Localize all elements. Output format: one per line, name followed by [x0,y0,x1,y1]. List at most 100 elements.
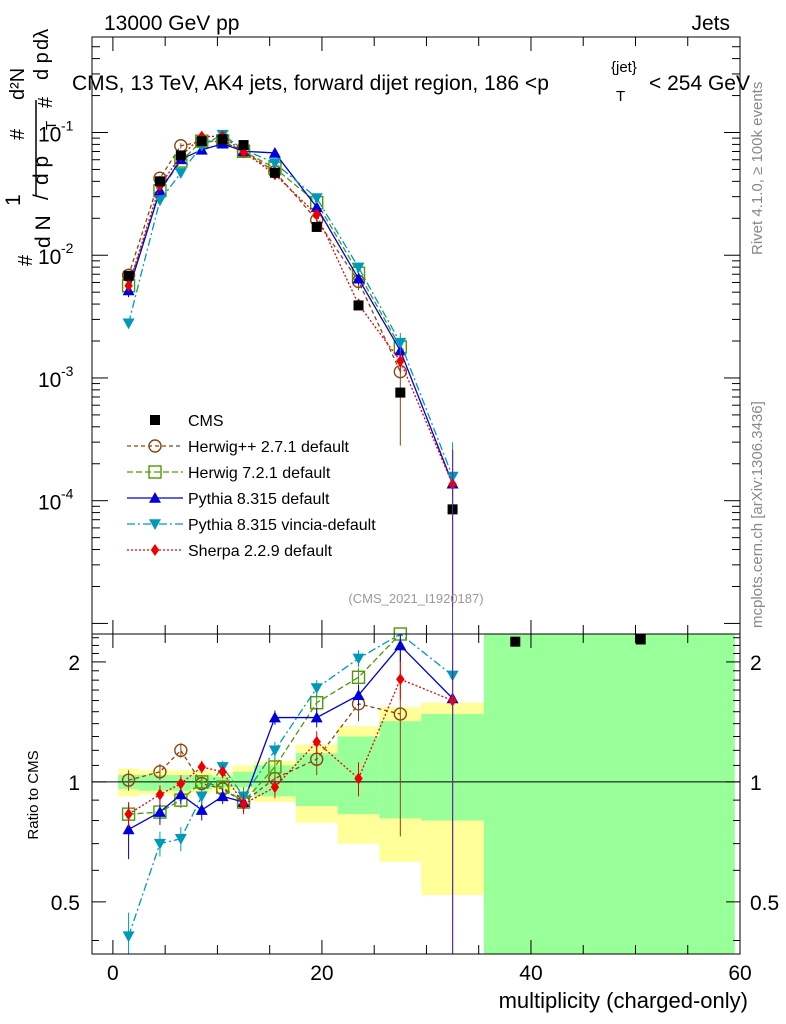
y-tick-label: 10 [38,124,61,147]
y-tick-exponent: -4 [61,486,74,502]
marker-triangle-up [352,689,365,701]
legend-label: CMS [188,413,224,430]
marker-triangle-down [268,745,281,757]
cms-uncertainty-bands [118,634,735,954]
marker-diamond [396,673,405,686]
subtitle-main: CMS, 13 TeV, AK4 jets, forward dijet reg… [72,72,549,95]
ratio-line [128,703,401,803]
marker-diamond [354,772,363,785]
subtitle-end: < 254 GeV [649,72,750,95]
x-tick-label: 40 [519,962,542,985]
marker-triangle-up [174,788,187,800]
marker-square-filled [150,415,160,425]
marker-triangle-up [195,804,208,815]
ratio-series-3 [122,633,459,954]
legend-label: Pythia 8.315 vincia-default [188,517,376,534]
cms-stat-band [233,771,254,788]
marker-triangle-down [153,838,166,850]
ratio-line [128,678,453,815]
marker-square-filled [196,136,207,147]
y-tick-exponent: -3 [61,363,74,379]
y-tick-label: 10 [38,246,61,269]
ylabel-slash: / [30,194,53,200]
series-line [127,140,401,372]
marker-diamond [124,808,133,821]
ratio-tick-label: 2 [68,652,80,675]
marker-triangle-up [268,146,281,158]
marker-square [351,670,366,684]
marker-triangle-down [352,653,365,665]
y-tick-label: 10 [38,492,61,515]
marker-triangle-down [310,683,323,695]
ylabel-d2N: d²N [7,68,29,100]
ratio-tick-label-right: 1 [750,772,762,795]
ylabel-dp: d p [31,52,53,80]
marker-triangle-down [195,791,208,803]
series-line [127,135,454,485]
series-line [127,133,454,477]
marker-circle [393,707,408,721]
marker-triangle-up [216,790,229,802]
main-plot-series [121,129,646,647]
legend: CMS Herwig++ 2.7.1 default Herwig 7.2.1 de… [127,413,376,560]
ratio-tick-label-right: 2 [750,652,762,675]
marker-diamond [176,777,186,790]
marker-triangle-down [149,519,161,530]
marker-triangle-up [352,272,365,284]
x-tick-label: 20 [310,962,333,985]
ratio-tick-label: 1 [68,772,80,795]
ylabel-hash-3: # [35,96,57,108]
y-tick-label: 10 [38,369,61,392]
cms-stat-band [139,775,171,791]
cms-stat-band [483,634,735,954]
y-axis-label-ratio: Ratio to CMS [25,750,42,839]
marker-triangle-down [122,931,135,943]
ylabel-hash-1: # [15,254,37,266]
subtitle-sub: T [616,88,625,105]
marker-square-filled [353,300,364,311]
marker-circle [153,765,167,779]
marker-triangle-down [174,168,187,179]
ylabel-dN: d N [32,215,55,248]
marker-triangle-up [149,492,161,503]
marker-square-filled [311,221,322,232]
marker-circle [148,439,162,453]
marker-square-filled [175,150,186,161]
marker-square-filled [395,387,406,398]
header-process: 13000 GeV pp [104,12,239,35]
marker-square [268,760,282,774]
marker-triangle-up [310,201,323,212]
marker-triangle-down [122,318,135,330]
marker-triangle-down [352,262,365,274]
marker-square-filled [238,140,249,151]
marker-square-filled [510,636,521,647]
ratio-line [128,633,401,815]
marker-square [148,465,162,479]
ratio-tick-label-right: 0.5 [750,892,779,915]
header-category: Jets [691,12,730,35]
marker-square-filled [154,176,165,187]
legend-label: Herwig 7.2.1 default [188,465,331,482]
y-axis-label-main: # 1 d N / d p T # # d²N d p dλ [2,29,60,266]
marker-triangle-down [310,193,323,205]
ratio-plot-frame [91,633,741,955]
marker-diamond [312,735,321,748]
ylabel-T: T [43,121,60,130]
legend-label: Sherpa 2.2.9 default [188,543,333,560]
x-axis-label: multiplicity (charged-only) [499,988,748,1013]
marker-diamond [124,279,133,292]
subtitle-sup: {jet} [611,59,637,76]
marker-square-filled [217,134,228,145]
analysis-id: (CMS_2021_I1920187) [348,591,483,606]
series-2 [122,137,459,607]
ratio-line [127,633,453,937]
legend-label: Pythia 8.315 default [188,491,330,508]
marker-square-filled [269,167,280,178]
marker-triangle-up [153,806,166,817]
marker-circle [174,743,188,758]
ylabel-dpT: d p [30,156,53,185]
x-tick-label: 0 [107,962,119,985]
marker-square-filled [123,270,134,281]
marker-triangle-down [174,833,187,845]
